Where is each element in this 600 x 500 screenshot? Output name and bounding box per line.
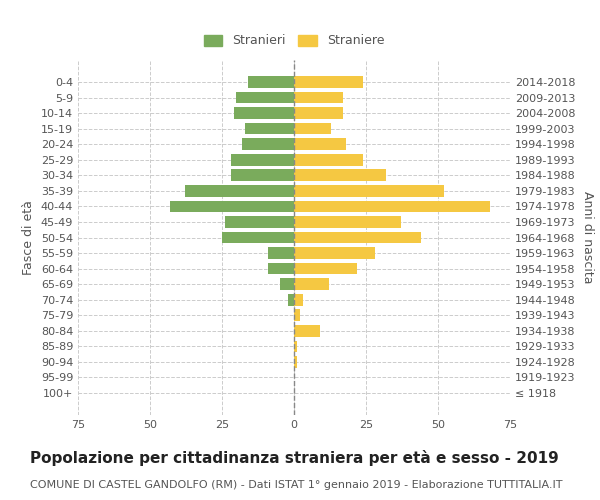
Text: COMUNE DI CASTEL GANDOLFO (RM) - Dati ISTAT 1° gennaio 2019 - Elaborazione TUTTI: COMUNE DI CASTEL GANDOLFO (RM) - Dati IS… (30, 480, 563, 490)
Bar (294, 278, 329, 290)
Bar (294, 263, 358, 274)
Bar (268, 263, 294, 274)
Bar (294, 356, 297, 368)
Bar (294, 107, 343, 119)
Bar (242, 138, 294, 150)
Bar (294, 325, 320, 336)
Bar (294, 154, 363, 166)
Bar (170, 200, 294, 212)
Bar (248, 76, 294, 88)
Bar (294, 216, 401, 228)
Bar (222, 232, 294, 243)
Bar (230, 170, 294, 181)
Bar (294, 123, 331, 134)
Y-axis label: Fasce di età: Fasce di età (22, 200, 35, 275)
Bar (294, 92, 343, 104)
Bar (294, 138, 346, 150)
Bar (294, 200, 490, 212)
Bar (280, 278, 294, 290)
Bar (294, 294, 302, 306)
Bar (236, 92, 294, 104)
Bar (185, 185, 294, 196)
Bar (294, 76, 363, 88)
Bar (294, 340, 297, 352)
Bar (230, 154, 294, 166)
Bar (294, 232, 421, 243)
Bar (288, 294, 294, 306)
Bar (294, 247, 374, 259)
Bar (268, 247, 294, 259)
Bar (294, 310, 300, 321)
Legend: Stranieri, Straniere: Stranieri, Straniere (200, 30, 388, 51)
Text: Popolazione per cittadinanza straniera per età e sesso - 2019: Popolazione per cittadinanza straniera p… (30, 450, 559, 466)
Bar (294, 185, 444, 196)
Bar (294, 170, 386, 181)
Bar (245, 123, 294, 134)
Bar (233, 107, 294, 119)
Bar (225, 216, 294, 228)
Y-axis label: Anni di nascita: Anni di nascita (581, 191, 594, 284)
